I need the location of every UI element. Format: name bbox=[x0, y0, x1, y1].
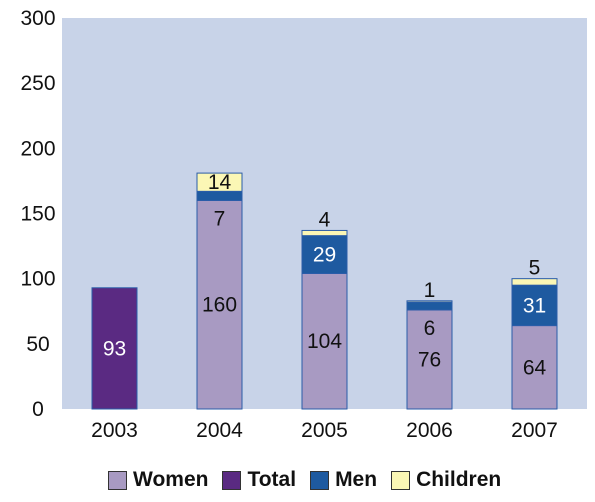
y-axis: 0 50 100 150 200 250 300 bbox=[20, 7, 55, 421]
bar-2007-women bbox=[511, 325, 558, 410]
x-tick-label: 2005 bbox=[301, 419, 348, 442]
data-label-2005-children: 4 bbox=[319, 208, 331, 231]
legend-swatch-children bbox=[391, 470, 411, 490]
y-tick-label: 50 bbox=[26, 333, 49, 356]
y-tick-label: 150 bbox=[20, 203, 55, 226]
bar-2006-children bbox=[406, 300, 453, 303]
legend-item-total: Total bbox=[222, 468, 296, 492]
data-label-2005-men: 29 bbox=[313, 244, 336, 267]
data-label-2004-children: 14 bbox=[208, 171, 232, 194]
y-tick-label: 200 bbox=[20, 137, 55, 160]
data-label-2006-men: 6 bbox=[424, 317, 436, 340]
legend-label-children: Children bbox=[416, 468, 502, 491]
data-labels-group: 93 160 7 14 104 29 4 76 6 1 64 31 5 bbox=[103, 171, 547, 379]
data-label-2004-women: 160 bbox=[202, 294, 237, 317]
x-tick-label: 2003 bbox=[91, 419, 138, 442]
bar-2003-total bbox=[91, 287, 138, 410]
bar-2006-men bbox=[406, 301, 453, 311]
legend-swatch-men bbox=[310, 470, 330, 490]
y-tick-label: 300 bbox=[20, 7, 55, 30]
y-tick-label: 100 bbox=[20, 268, 55, 291]
legend: Women Total Men Children bbox=[108, 468, 515, 492]
y-tick-label: 250 bbox=[20, 72, 55, 95]
legend-item-children: Children bbox=[391, 468, 501, 492]
legend-item-women: Women bbox=[108, 468, 208, 492]
data-label-2004-men: 7 bbox=[214, 207, 226, 230]
legend-item-men: Men bbox=[310, 468, 377, 492]
legend-label-men: Men bbox=[335, 468, 378, 491]
legend-label-total: Total bbox=[247, 468, 297, 491]
x-axis: 2003 2004 2005 2006 2007 bbox=[91, 419, 558, 442]
bars-group bbox=[91, 172, 558, 410]
data-label-2007-men: 31 bbox=[523, 294, 546, 317]
bar-2007-children bbox=[511, 278, 558, 286]
x-tick-label: 2006 bbox=[406, 419, 453, 442]
bar-2005-children bbox=[301, 229, 348, 237]
y-tick-label: 0 bbox=[32, 398, 44, 421]
legend-swatch-total bbox=[222, 470, 242, 490]
data-label-2006-women: 76 bbox=[418, 348, 441, 371]
legend-label-women: Women bbox=[133, 468, 209, 491]
data-label-2007-women: 64 bbox=[523, 356, 547, 379]
data-label-2003-total: 93 bbox=[103, 337, 126, 360]
data-label-2006-children: 1 bbox=[424, 279, 436, 302]
data-label-2005-women: 104 bbox=[307, 330, 342, 353]
bar-2007-men bbox=[511, 284, 558, 327]
data-label-2007-children: 5 bbox=[529, 257, 541, 280]
legend-swatch-women bbox=[108, 470, 127, 490]
x-tick-label: 2007 bbox=[511, 419, 558, 442]
bar-2004-children bbox=[196, 172, 243, 192]
x-tick-label: 2004 bbox=[196, 419, 243, 442]
